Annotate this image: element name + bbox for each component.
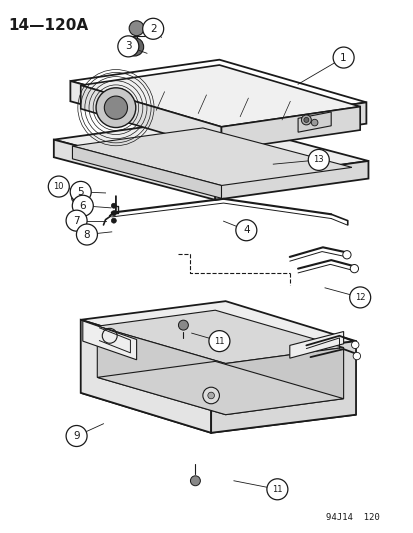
Polygon shape xyxy=(97,310,343,364)
Text: 11: 11 xyxy=(214,337,224,345)
Circle shape xyxy=(66,210,87,231)
Text: 9: 9 xyxy=(73,431,80,441)
Circle shape xyxy=(332,47,353,68)
Polygon shape xyxy=(81,85,221,150)
Text: 13: 13 xyxy=(313,156,323,164)
Circle shape xyxy=(111,203,116,208)
Text: 8: 8 xyxy=(83,230,90,239)
Circle shape xyxy=(125,38,143,56)
Circle shape xyxy=(130,43,138,51)
Polygon shape xyxy=(225,102,366,144)
Polygon shape xyxy=(81,301,355,360)
Text: 2: 2 xyxy=(150,24,156,34)
Text: 4: 4 xyxy=(242,225,249,235)
Circle shape xyxy=(118,36,138,57)
Text: 3: 3 xyxy=(125,42,131,51)
Circle shape xyxy=(311,119,317,126)
Text: 1: 1 xyxy=(339,53,346,62)
Circle shape xyxy=(303,117,308,123)
Polygon shape xyxy=(225,348,343,415)
Circle shape xyxy=(129,21,144,36)
Circle shape xyxy=(349,264,358,273)
Circle shape xyxy=(190,476,200,486)
Polygon shape xyxy=(81,65,359,127)
Circle shape xyxy=(301,115,311,125)
Polygon shape xyxy=(54,140,215,200)
Polygon shape xyxy=(83,321,136,360)
Text: 11: 11 xyxy=(271,485,282,494)
Polygon shape xyxy=(289,332,343,358)
Circle shape xyxy=(351,341,358,349)
Circle shape xyxy=(308,149,328,171)
Circle shape xyxy=(111,211,116,216)
Polygon shape xyxy=(72,128,351,185)
Polygon shape xyxy=(297,112,330,132)
Circle shape xyxy=(202,387,219,404)
Polygon shape xyxy=(54,118,368,182)
Circle shape xyxy=(352,352,360,360)
Polygon shape xyxy=(215,161,368,200)
Text: 10: 10 xyxy=(53,182,64,191)
Text: 5: 5 xyxy=(77,187,84,197)
Text: 94J14  120: 94J14 120 xyxy=(325,513,379,522)
Polygon shape xyxy=(221,107,359,150)
Polygon shape xyxy=(70,81,225,144)
Polygon shape xyxy=(97,326,225,415)
Polygon shape xyxy=(81,375,355,433)
Polygon shape xyxy=(72,146,221,198)
Circle shape xyxy=(96,88,135,127)
Circle shape xyxy=(76,224,97,245)
Circle shape xyxy=(72,195,93,216)
Circle shape xyxy=(71,194,80,203)
Circle shape xyxy=(178,320,188,330)
Circle shape xyxy=(48,176,69,197)
Polygon shape xyxy=(211,341,355,433)
Circle shape xyxy=(70,181,91,203)
Text: 7: 7 xyxy=(73,216,80,225)
Circle shape xyxy=(342,251,350,259)
Circle shape xyxy=(207,392,214,399)
Circle shape xyxy=(349,287,370,308)
Circle shape xyxy=(66,425,87,447)
Circle shape xyxy=(104,96,127,119)
Circle shape xyxy=(209,330,229,352)
Circle shape xyxy=(235,220,256,241)
Text: 14—120A: 14—120A xyxy=(8,18,88,33)
Text: 12: 12 xyxy=(354,293,365,302)
Text: 6: 6 xyxy=(79,201,86,211)
Polygon shape xyxy=(81,320,211,433)
Polygon shape xyxy=(97,361,343,415)
Circle shape xyxy=(266,479,287,500)
Circle shape xyxy=(111,218,116,223)
Circle shape xyxy=(142,18,163,39)
